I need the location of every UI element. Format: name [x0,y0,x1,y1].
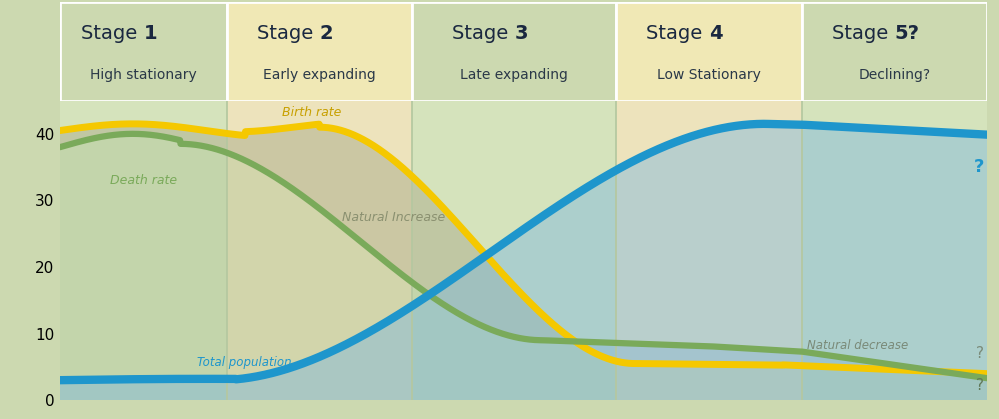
Text: Birth rate: Birth rate [283,106,342,119]
Bar [60,2,227,101]
Text: Stage: Stage [646,24,709,43]
Bar [227,101,413,400]
Bar [60,101,227,400]
Text: Stage: Stage [81,24,144,43]
Text: ?: ? [976,378,984,393]
Text: Declining?: Declining? [858,68,930,82]
Text: High stationary: High stationary [90,68,197,82]
Text: Stage: Stage [452,24,514,43]
Text: Low Stationary: Low Stationary [657,68,761,82]
Bar [616,101,801,400]
Text: Natural decrease: Natural decrease [806,339,908,352]
Text: 5?: 5? [894,24,919,43]
Text: Early expanding: Early expanding [263,68,376,82]
Text: Stage: Stage [257,24,320,43]
Text: Stage: Stage [832,24,894,43]
Text: 2: 2 [320,24,333,43]
Bar [413,101,616,400]
Text: Natural Increase: Natural Increase [342,211,446,224]
Text: Death rate: Death rate [110,174,177,187]
Text: Total population: Total population [197,357,292,370]
Text: 1: 1 [144,24,157,43]
Text: Late expanding: Late expanding [461,68,568,82]
Text: 4: 4 [709,24,722,43]
Bar [413,2,616,101]
Text: ?: ? [976,346,984,361]
Bar [227,2,413,101]
Bar [616,2,801,101]
Text: 3: 3 [514,24,527,43]
Text: ?: ? [974,158,984,176]
Bar [801,2,987,101]
Bar [801,101,987,400]
